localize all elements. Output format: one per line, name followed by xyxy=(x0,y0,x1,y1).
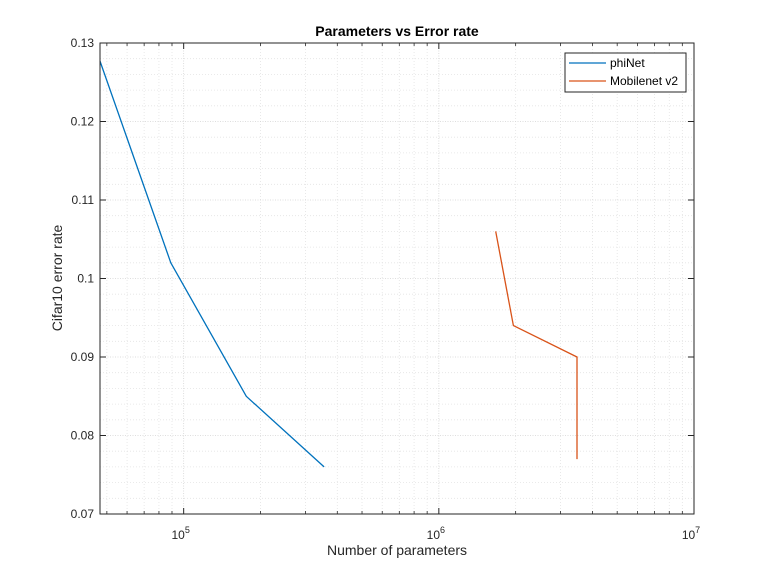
ticks-layer xyxy=(100,42,695,515)
y-axis-label: Cifar10 error rate xyxy=(49,224,65,331)
y-tick-label: 0.13 xyxy=(71,36,95,50)
legend: phiNet Mobilenet v2 xyxy=(564,52,687,93)
legend-label-phinet: phiNet xyxy=(610,56,645,70)
y-tick-label: 0.07 xyxy=(71,507,95,521)
series-line-mobilenet-v2 xyxy=(495,231,578,460)
series-layer xyxy=(99,60,578,468)
legend-box xyxy=(564,52,687,93)
chart-title: Parameters vs Error rate xyxy=(315,23,479,39)
y-tick-label: 0.08 xyxy=(71,429,95,443)
y-tick-label: 0.11 xyxy=(72,193,95,207)
x-axis-label: Number of parameters xyxy=(327,542,467,558)
legend-label-mobilenet: Mobilenet v2 xyxy=(610,74,678,88)
y-tick-label: 0.09 xyxy=(71,350,95,364)
plot-area xyxy=(100,43,694,514)
y-tick-label: 0.12 xyxy=(71,115,95,129)
series-line-phinet xyxy=(99,60,325,468)
y-tick-label: 0.1 xyxy=(77,272,94,286)
